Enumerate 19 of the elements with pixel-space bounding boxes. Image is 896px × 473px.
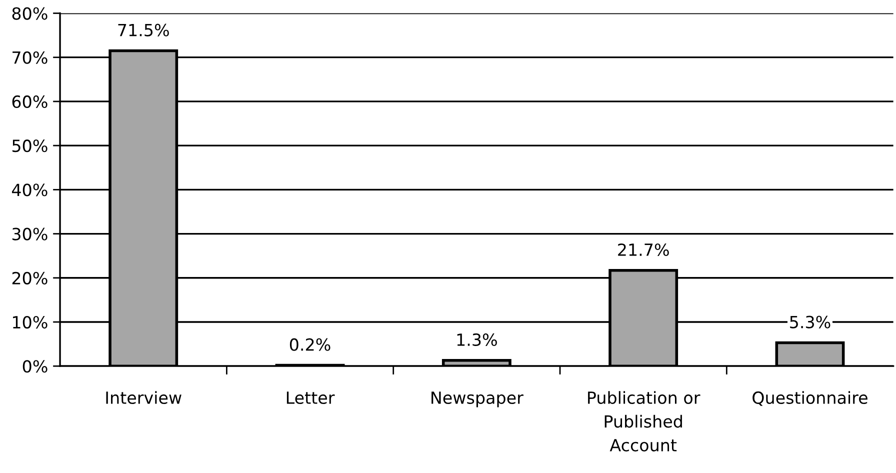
y-tick-label: 30% — [12, 228, 48, 240]
data-label: 1.3% — [457, 333, 497, 346]
y-tick-label: 80% — [12, 7, 48, 20]
data-label: 21.7% — [618, 243, 669, 256]
data-label: 0.2% — [290, 338, 330, 351]
y-tick-label: 70% — [12, 51, 48, 64]
x-tick-label: Publication or Published Account — [588, 391, 700, 452]
y-tick-label: 10% — [13, 316, 48, 329]
y-tick-label: 20% — [12, 272, 48, 284]
y-tick-label: 0% — [22, 360, 48, 373]
x-tick-label: Interview — [106, 391, 182, 404]
x-tick-label: Letter — [286, 392, 335, 404]
y-tick-label: 40% — [12, 184, 48, 196]
data-label: 71.5% — [118, 24, 169, 36]
data-label: 5.3% — [790, 316, 830, 328]
y-tick-label: 50% — [12, 140, 48, 152]
x-tick-label: Newspaper — [432, 392, 524, 408]
x-tick-label: Questionnaire — [752, 391, 868, 406]
y-tick-label: 60% — [12, 95, 48, 108]
